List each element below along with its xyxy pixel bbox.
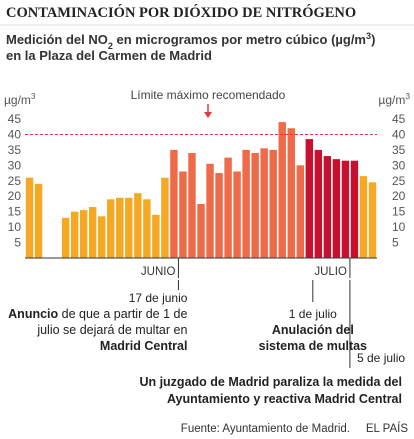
bar	[368, 182, 377, 258]
bar	[34, 183, 43, 258]
y-tick-label: 10	[8, 220, 22, 234]
annotation-date: 17 de junio	[129, 291, 188, 305]
y2-tick-label: 5	[392, 236, 399, 250]
bar	[323, 156, 332, 258]
y-tick-label: 30	[8, 158, 22, 172]
brand: EL PAÍS	[366, 422, 409, 435]
bar	[341, 160, 350, 258]
y-tick-label: 15	[8, 205, 22, 219]
text-part: en microgramos por metro cúbico (µg/m	[113, 32, 366, 47]
bar	[215, 173, 223, 258]
bar	[197, 203, 205, 258]
bar	[107, 199, 115, 258]
chart-title: CONTAMINACIÓN POR DIÓXIDO DE NITRÓGENO	[6, 4, 356, 21]
bar	[278, 122, 286, 258]
text-part: )	[371, 32, 375, 47]
text-part: Medición del NO	[6, 32, 108, 47]
subtitle: Medición del NO2 en microgramos por metr…	[6, 31, 375, 51]
bar	[251, 152, 259, 258]
text-part: 2	[108, 41, 113, 51]
y2-tick-label: 15	[392, 205, 406, 219]
text-part: de que a partir de 1 de	[58, 307, 187, 321]
bar	[224, 157, 232, 258]
source: Fuente: Ayuntamiento de Madrid.	[181, 423, 350, 435]
annotation-text: sistema de multas	[259, 339, 367, 353]
bar	[350, 160, 359, 258]
bar	[233, 171, 241, 258]
reference-label: Límite máximo recomendado	[131, 88, 286, 102]
text-part: 3	[31, 91, 36, 101]
y-tick-label: 35	[8, 143, 22, 157]
bar	[287, 128, 295, 258]
y2-tick-label: 40	[392, 127, 406, 141]
y2-unit: µg/m3	[378, 91, 410, 107]
y2-tick-label: 30	[392, 158, 406, 172]
annotation-date: 1 de julio	[289, 307, 337, 321]
text-part: Un juzgado de Madrid paraliza la medida …	[139, 375, 402, 389]
bar	[269, 149, 277, 258]
bar	[88, 207, 97, 258]
bar	[143, 199, 151, 258]
annotation-text: Anuncio de que a partir de 1 de	[8, 307, 187, 321]
reference-arrowhead	[204, 112, 212, 118]
bar	[25, 177, 34, 258]
y-tick-label: 45	[8, 112, 22, 126]
bar	[206, 163, 214, 258]
x-tick-label: JUNIO	[141, 266, 176, 278]
bar	[134, 193, 142, 258]
bar	[242, 149, 250, 258]
annotation-text: Madrid Central	[100, 339, 188, 353]
text-part: sistema de multas	[259, 339, 367, 353]
bar	[98, 216, 106, 258]
text-part: µg/m	[4, 93, 31, 107]
text-part: µg/m	[378, 93, 405, 107]
x-tick-label: JULIO	[314, 266, 347, 278]
text-part: Madrid Central	[100, 339, 188, 353]
text-part: 3	[405, 91, 410, 101]
annotation-text: Anulación del	[272, 323, 354, 337]
annotation-text: Ayuntamiento y reactiva Madrid Central	[167, 392, 402, 406]
y2-tick-label: 25	[392, 174, 406, 188]
bar	[125, 197, 133, 258]
text-part: en la Plaza del Carmen de Madrid	[6, 48, 212, 63]
y-tick-label: 5	[14, 236, 21, 250]
bar	[116, 197, 124, 258]
annotation-text: Un juzgado de Madrid paraliza la medida …	[139, 375, 402, 389]
text-part: Ayuntamiento y reactiva Madrid Central	[167, 392, 402, 406]
bar	[188, 152, 196, 258]
y2-tick-label: 35	[392, 143, 406, 157]
y-unit: µg/m3	[4, 91, 36, 107]
bar	[170, 149, 178, 258]
text-part: 3	[366, 31, 371, 41]
bar	[161, 177, 169, 258]
bar	[61, 217, 70, 258]
bar	[359, 176, 368, 258]
annotation-text: julio se dejará de multar en	[36, 323, 187, 337]
y-tick-label: 40	[8, 127, 22, 141]
bar	[179, 171, 187, 258]
text-part: Anulación del	[272, 323, 354, 337]
bar	[296, 165, 304, 258]
text-part: julio se dejará de multar en	[36, 323, 187, 337]
y-tick-label: 20	[8, 189, 22, 203]
annotation-date: 5 de julio	[357, 351, 405, 365]
y-tick-label: 25	[8, 174, 22, 188]
bar	[152, 214, 160, 258]
bar	[332, 159, 341, 258]
bar	[314, 149, 323, 258]
bar	[70, 211, 79, 258]
y2-tick-label: 20	[392, 189, 406, 203]
bar	[305, 139, 314, 258]
y2-tick-label: 10	[392, 220, 406, 234]
bar	[260, 148, 268, 258]
bar	[79, 210, 88, 258]
text-part: Anuncio	[8, 307, 58, 321]
y2-tick-label: 45	[392, 112, 406, 126]
subtitle: en la Plaza del Carmen de Madrid	[6, 48, 212, 63]
